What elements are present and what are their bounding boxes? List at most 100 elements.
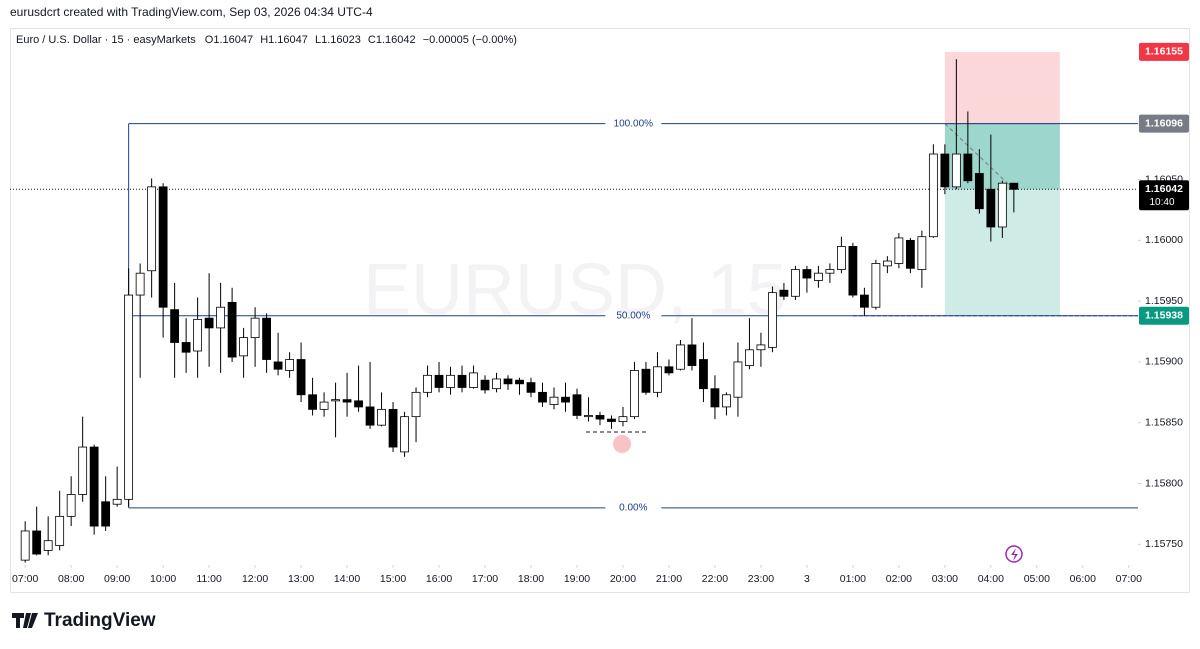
candle-body bbox=[756, 344, 766, 351]
x-tick-label: 15:00 bbox=[380, 573, 406, 585]
watermark: EURUSD, 15 bbox=[363, 250, 787, 330]
legend-value: −0.00005 (−0.00%) bbox=[423, 34, 517, 46]
candle-body bbox=[779, 289, 789, 297]
candle-body bbox=[250, 317, 260, 339]
candle-body bbox=[676, 344, 685, 370]
legend: Euro / U.S. Dollar · 15 · easyMarkets O1… bbox=[16, 34, 517, 46]
x-tick-label: 18:00 bbox=[518, 573, 544, 585]
candle-body bbox=[135, 272, 145, 296]
candle-body bbox=[446, 374, 455, 388]
candle-body bbox=[158, 186, 168, 308]
x-tick-label: 07:00 bbox=[1116, 573, 1142, 585]
candle-body bbox=[400, 416, 409, 453]
x-tick-label: 06:00 bbox=[1070, 573, 1096, 585]
candle-body bbox=[20, 530, 30, 561]
legend-value: O1.16047 bbox=[205, 34, 253, 46]
x-tick-label: 05:00 bbox=[1024, 573, 1050, 585]
candle-body bbox=[89, 446, 99, 527]
candle-body bbox=[124, 294, 134, 500]
candle-body bbox=[239, 337, 249, 357]
x-tick-label: 01:00 bbox=[840, 573, 866, 585]
candle-body bbox=[905, 239, 915, 269]
price-label: 1.16042 bbox=[1145, 183, 1183, 195]
candle-body bbox=[538, 391, 547, 403]
candle-body bbox=[515, 379, 524, 385]
candle-body bbox=[871, 263, 881, 308]
candle-body bbox=[561, 396, 570, 403]
candle-body bbox=[285, 359, 294, 371]
x-tick-label: 04:00 bbox=[978, 573, 1004, 585]
candle-body bbox=[963, 153, 973, 182]
y-tick-label: 1.15900 bbox=[1145, 356, 1183, 368]
x-tick-label: 19:00 bbox=[564, 573, 590, 585]
y-tick-label: 1.15800 bbox=[1145, 477, 1183, 489]
candle-body bbox=[664, 366, 674, 374]
candle-body bbox=[882, 260, 892, 267]
candle-body bbox=[227, 301, 237, 358]
candle-body bbox=[434, 374, 444, 388]
candle-body bbox=[296, 359, 306, 396]
x-tick-label: 08:00 bbox=[58, 573, 84, 585]
candle-body bbox=[101, 501, 111, 527]
candle-body bbox=[974, 173, 984, 210]
x-tick-label: 22:00 bbox=[702, 573, 728, 585]
fib-label: 100.00% bbox=[614, 118, 654, 129]
marker bbox=[613, 435, 631, 453]
candle-body bbox=[710, 388, 720, 408]
fib-label: 0.00% bbox=[619, 502, 647, 513]
candle-body bbox=[492, 378, 501, 390]
x-tick-label: 10:00 bbox=[150, 573, 176, 585]
candle-body bbox=[66, 494, 76, 517]
candle-body bbox=[526, 382, 536, 393]
candle-body bbox=[112, 498, 122, 505]
candle-body bbox=[331, 399, 340, 402]
fib-label: 50.00% bbox=[616, 310, 650, 321]
candle-body bbox=[480, 379, 490, 391]
y-tick-label: 1.15750 bbox=[1145, 538, 1183, 550]
alert-bolt bbox=[1011, 548, 1018, 561]
x-tick-label: 03:00 bbox=[932, 573, 958, 585]
price-label-box bbox=[1139, 114, 1189, 133]
price-label: 1.16096 bbox=[1145, 117, 1183, 129]
candle-body bbox=[722, 394, 731, 408]
x-tick-label: 12:00 bbox=[242, 573, 268, 585]
x-tick-label: 13:00 bbox=[288, 573, 314, 585]
x-tick-label: 20:00 bbox=[610, 573, 636, 585]
x-tick-label: 3 bbox=[804, 573, 810, 585]
candle-body bbox=[595, 415, 605, 420]
x-tick-label: 17:00 bbox=[472, 573, 498, 585]
candle-body bbox=[618, 416, 628, 422]
stop-zone bbox=[944, 51, 1060, 124]
candle-body bbox=[469, 372, 478, 388]
alert-icon bbox=[1005, 545, 1023, 563]
candle-body bbox=[503, 378, 513, 385]
candle-body bbox=[354, 400, 363, 408]
candle-body bbox=[204, 317, 214, 329]
candle-body bbox=[377, 408, 386, 426]
candle-body bbox=[55, 515, 65, 546]
candle-body bbox=[836, 246, 846, 270]
candle-body bbox=[319, 401, 329, 410]
candle-body bbox=[216, 306, 226, 329]
logo: TradingView bbox=[12, 610, 156, 631]
candle-body bbox=[951, 153, 961, 188]
candle-body bbox=[549, 396, 559, 405]
candle-body bbox=[894, 237, 904, 264]
candle-body bbox=[584, 415, 593, 418]
candle-body bbox=[791, 269, 800, 297]
candle-body bbox=[342, 399, 352, 403]
candle-body bbox=[457, 374, 467, 388]
candle-body bbox=[308, 394, 317, 410]
price-label-box bbox=[1139, 180, 1189, 211]
countdown: 10:40 bbox=[1149, 197, 1174, 208]
candle-body bbox=[641, 368, 651, 393]
open-profit-zone bbox=[944, 123, 1060, 190]
candle-body bbox=[814, 272, 823, 281]
candle-body bbox=[78, 446, 88, 495]
candle-body bbox=[388, 408, 398, 448]
candle-body bbox=[653, 366, 662, 393]
candle-body bbox=[699, 359, 708, 390]
candle-body bbox=[365, 406, 375, 426]
candle-body bbox=[997, 182, 1007, 228]
candle-body bbox=[768, 292, 777, 348]
